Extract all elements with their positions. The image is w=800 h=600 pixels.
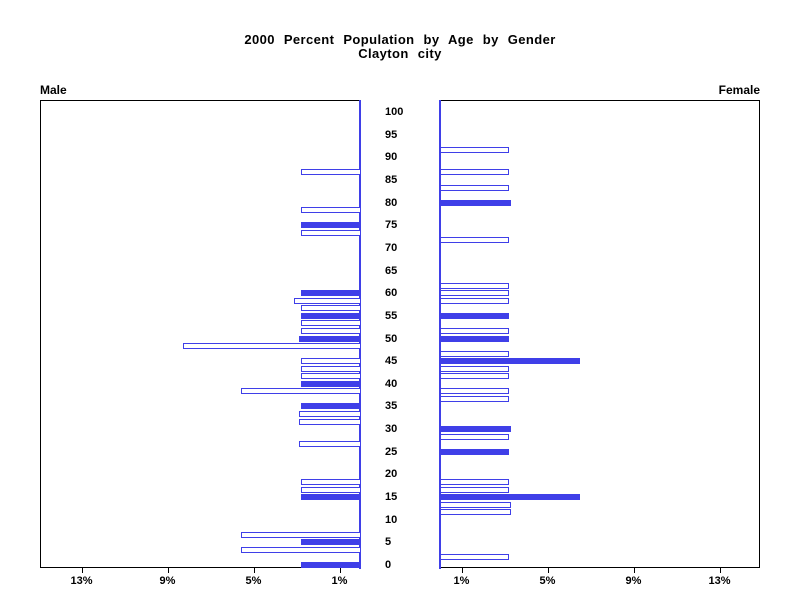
female-axis-tick: [719, 568, 721, 573]
bar-female-age-15-b: [440, 502, 511, 508]
bar-male-age-50-t: [301, 328, 361, 334]
bar-male-age-40-b: [241, 388, 361, 394]
bar-female-age-55-m: [440, 313, 509, 319]
age-tick-label: 60: [385, 287, 398, 300]
age-tick-label: 25: [385, 445, 398, 458]
female-pct-tick-label: 13%: [708, 575, 731, 587]
age-tick-label: 75: [385, 219, 398, 232]
age-tick-label: 100: [385, 106, 404, 118]
bar-male-age-50-b: [183, 343, 361, 349]
age-tick-label: 10: [385, 513, 398, 526]
bar-female-age-15-m: [440, 494, 580, 500]
age-tick-label: 90: [385, 151, 398, 164]
chart-title-block: 2000 Percent Population by Age by Gender…: [0, 33, 800, 61]
female-axis-tick: [547, 568, 549, 573]
bar-male-age-80-b: [301, 207, 361, 213]
bar-female-age-80-m: [440, 200, 511, 206]
bar-male-age-15-t: [301, 487, 361, 493]
male-pct-tick-label: 1%: [331, 575, 348, 587]
chart-title: 2000 Percent Population by Age by Gender: [244, 32, 556, 47]
female-pct-tick-label: 9%: [625, 575, 642, 587]
bar-male-age-55-m: [301, 313, 361, 319]
age-tick-label: 45: [385, 355, 398, 368]
age-tick-label: 70: [385, 241, 398, 254]
bar-male-age-25-t: [299, 441, 361, 447]
bar-male-age-0-m: [301, 562, 361, 568]
age-tick-label: 15: [385, 491, 398, 504]
age-tick-label: 85: [385, 173, 398, 186]
bar-female-age-45-b: [440, 366, 509, 372]
bar-male-age-35-m: [301, 403, 361, 409]
male-axis-tick: [253, 568, 255, 573]
female-axis-tick: [461, 568, 463, 573]
bar-female-age-50-t: [440, 328, 509, 334]
bar-female-age-30-m: [440, 426, 511, 432]
bar-male-age-55-t: [301, 305, 361, 311]
bar-male-age-15-m: [301, 494, 361, 500]
bar-male-age-40-m: [301, 381, 361, 387]
bar-female-age-70-t: [440, 237, 509, 243]
male-axis-tick: [339, 568, 341, 573]
bar-male-age-35-b: [299, 411, 361, 417]
age-tick-label: 20: [385, 468, 398, 481]
bar-male-age-50-m: [299, 336, 361, 342]
bar-female-age-45-m: [440, 358, 580, 364]
chart-subtitle: Clayton city: [358, 46, 442, 61]
male-axis-tick: [81, 568, 83, 573]
bar-female-age-20-b: [440, 479, 509, 485]
bar-female-age-85-b: [440, 185, 509, 191]
bar-female-age-15-t: [440, 487, 509, 493]
bar-male-age-45-m: [301, 358, 361, 364]
female-pct-tick-label: 5%: [539, 575, 556, 587]
bar-male-age-60-b: [294, 298, 361, 304]
age-tick-label: 30: [385, 423, 398, 436]
bar-male-age-55-b: [301, 320, 361, 326]
male-pct-tick-label: 5%: [245, 575, 262, 587]
bar-female-age-10-t: [440, 509, 511, 515]
bar-male-age-20-b: [301, 479, 361, 485]
bar-female-age-60-b: [440, 298, 509, 304]
bar-female-age-60-t: [440, 283, 509, 289]
bar-female-age-30-b: [440, 434, 509, 440]
female-zero-axis-line: [439, 100, 441, 569]
bar-female-age-0-t: [440, 554, 509, 560]
bar-female-age-50-m: [440, 336, 509, 342]
age-tick-label: 35: [385, 400, 398, 413]
male-panel-label: Male: [40, 83, 67, 97]
bar-male-age-30-t: [299, 419, 361, 425]
age-tick-label: 50: [385, 332, 398, 345]
bar-male-age-85-t: [301, 169, 361, 175]
bar-female-age-45-t: [440, 351, 509, 357]
male-axis-tick: [167, 568, 169, 573]
age-tick-label: 5: [385, 536, 392, 549]
male-zero-axis-line: [359, 100, 361, 569]
bar-male-age-5-m: [301, 539, 361, 545]
male-pct-tick-label: 13%: [70, 575, 93, 587]
bar-male-age-5-b: [241, 547, 361, 553]
female-axis-tick: [633, 568, 635, 573]
bar-male-age-5-t: [241, 532, 361, 538]
bar-female-age-90-t: [440, 147, 509, 153]
age-tick-label: 65: [385, 264, 398, 277]
female-pct-tick-label: 1%: [453, 575, 470, 587]
male-pct-tick-label: 9%: [159, 575, 176, 587]
bar-male-age-40-t: [301, 373, 361, 379]
bar-male-age-45-b: [301, 366, 361, 372]
age-tick-label: 80: [385, 196, 398, 209]
bar-female-age-85-t: [440, 169, 509, 175]
bar-female-age-25-m: [440, 449, 509, 455]
age-tick-label: 55: [385, 309, 398, 322]
female-panel-label: Female: [718, 83, 760, 97]
age-tick-label: 95: [385, 128, 398, 141]
bar-female-age-40-t: [440, 373, 509, 379]
age-tick-label: 40: [385, 377, 398, 390]
bar-male-age-75-b: [301, 230, 361, 236]
bar-female-age-35-t: [440, 396, 509, 402]
bar-female-age-40-b: [440, 388, 509, 394]
bar-female-age-60-m: [440, 290, 509, 296]
age-tick-label: 0: [385, 559, 392, 571]
bar-male-age-60-m: [301, 290, 361, 296]
bar-male-age-75-m: [301, 222, 361, 228]
